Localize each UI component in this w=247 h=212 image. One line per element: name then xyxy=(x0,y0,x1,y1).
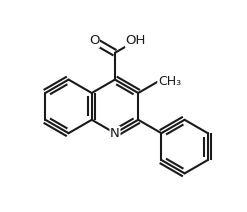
Text: CH₃: CH₃ xyxy=(158,75,181,88)
Text: O: O xyxy=(89,34,99,47)
Text: OH: OH xyxy=(126,34,146,47)
Text: N: N xyxy=(110,127,120,140)
